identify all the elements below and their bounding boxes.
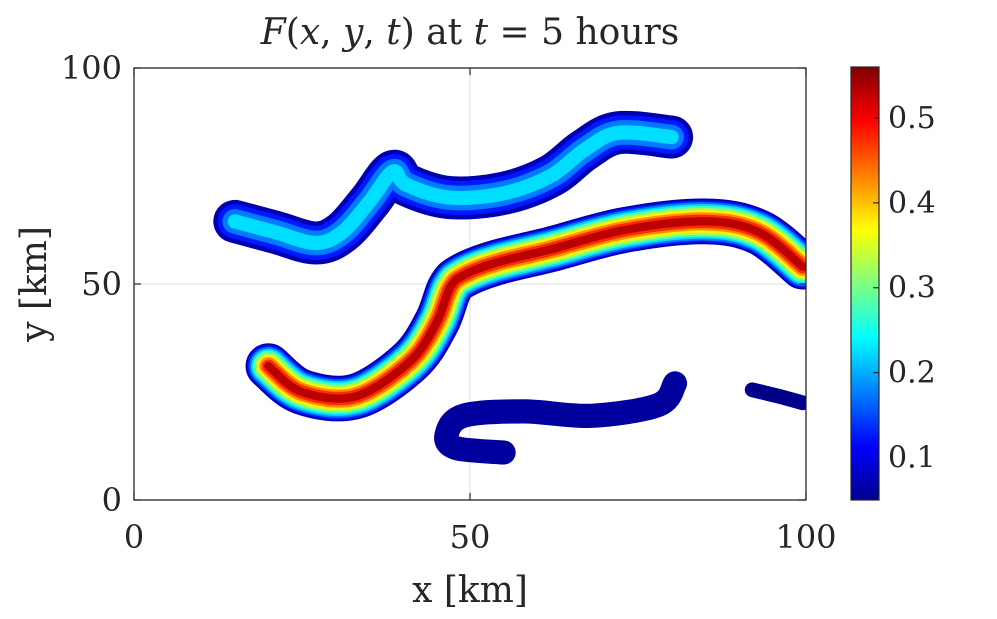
title-arg-t: t [386,12,401,53]
plume-layer [213,110,806,465]
title-paren-open: ( [286,12,300,53]
colorbar-ticks: 0.1 0.2 0.3 0.4 0.5 [873,101,936,476]
title-equals: = [488,12,541,53]
contour-band [227,125,679,251]
colorbar-tick-label: 0.2 [888,356,936,391]
y-axis-label: y [km] [14,226,55,343]
plume-upper-filament [213,110,694,265]
title-at: at [415,12,474,53]
colorbar-tick-label: 0.5 [888,101,936,136]
colorbar-tick-label: 0.1 [888,441,936,476]
colorbar [850,66,880,501]
y-tick-label: 0 [102,481,122,519]
x-tick-label: 50 [450,518,491,556]
x-tick-label: 0 [124,518,144,556]
x-axis-label: x [km] [412,570,528,611]
contour-band [434,371,688,465]
colorbar-tick-label: 0.4 [888,186,936,221]
title-suffix: 5 hours [541,12,679,53]
title-arg-x: x [300,12,320,53]
y-tick-label: 50 [81,265,122,303]
title-arg-y: y [341,12,364,53]
plume-middle-filament [245,198,806,422]
title-t-var: t [474,12,489,53]
colorbar-tick-label: 0.3 [888,271,936,306]
chart-title: F(x, y, t) at t = 5 hours [260,12,679,53]
contour-band [744,382,806,411]
title-comma-2: , [363,12,386,53]
plume-right-sliver [744,382,806,411]
x-tick-label: 100 [775,518,836,556]
title-paren-close: ) [401,12,415,53]
title-func: F [260,12,288,53]
title-comma-1: , [320,12,343,53]
y-tick-label: 100 [61,49,122,87]
plume-lower-hook [434,371,688,465]
axis-ticks: 0 50 100 0 50 100 [61,49,837,556]
contour-band [264,217,806,403]
